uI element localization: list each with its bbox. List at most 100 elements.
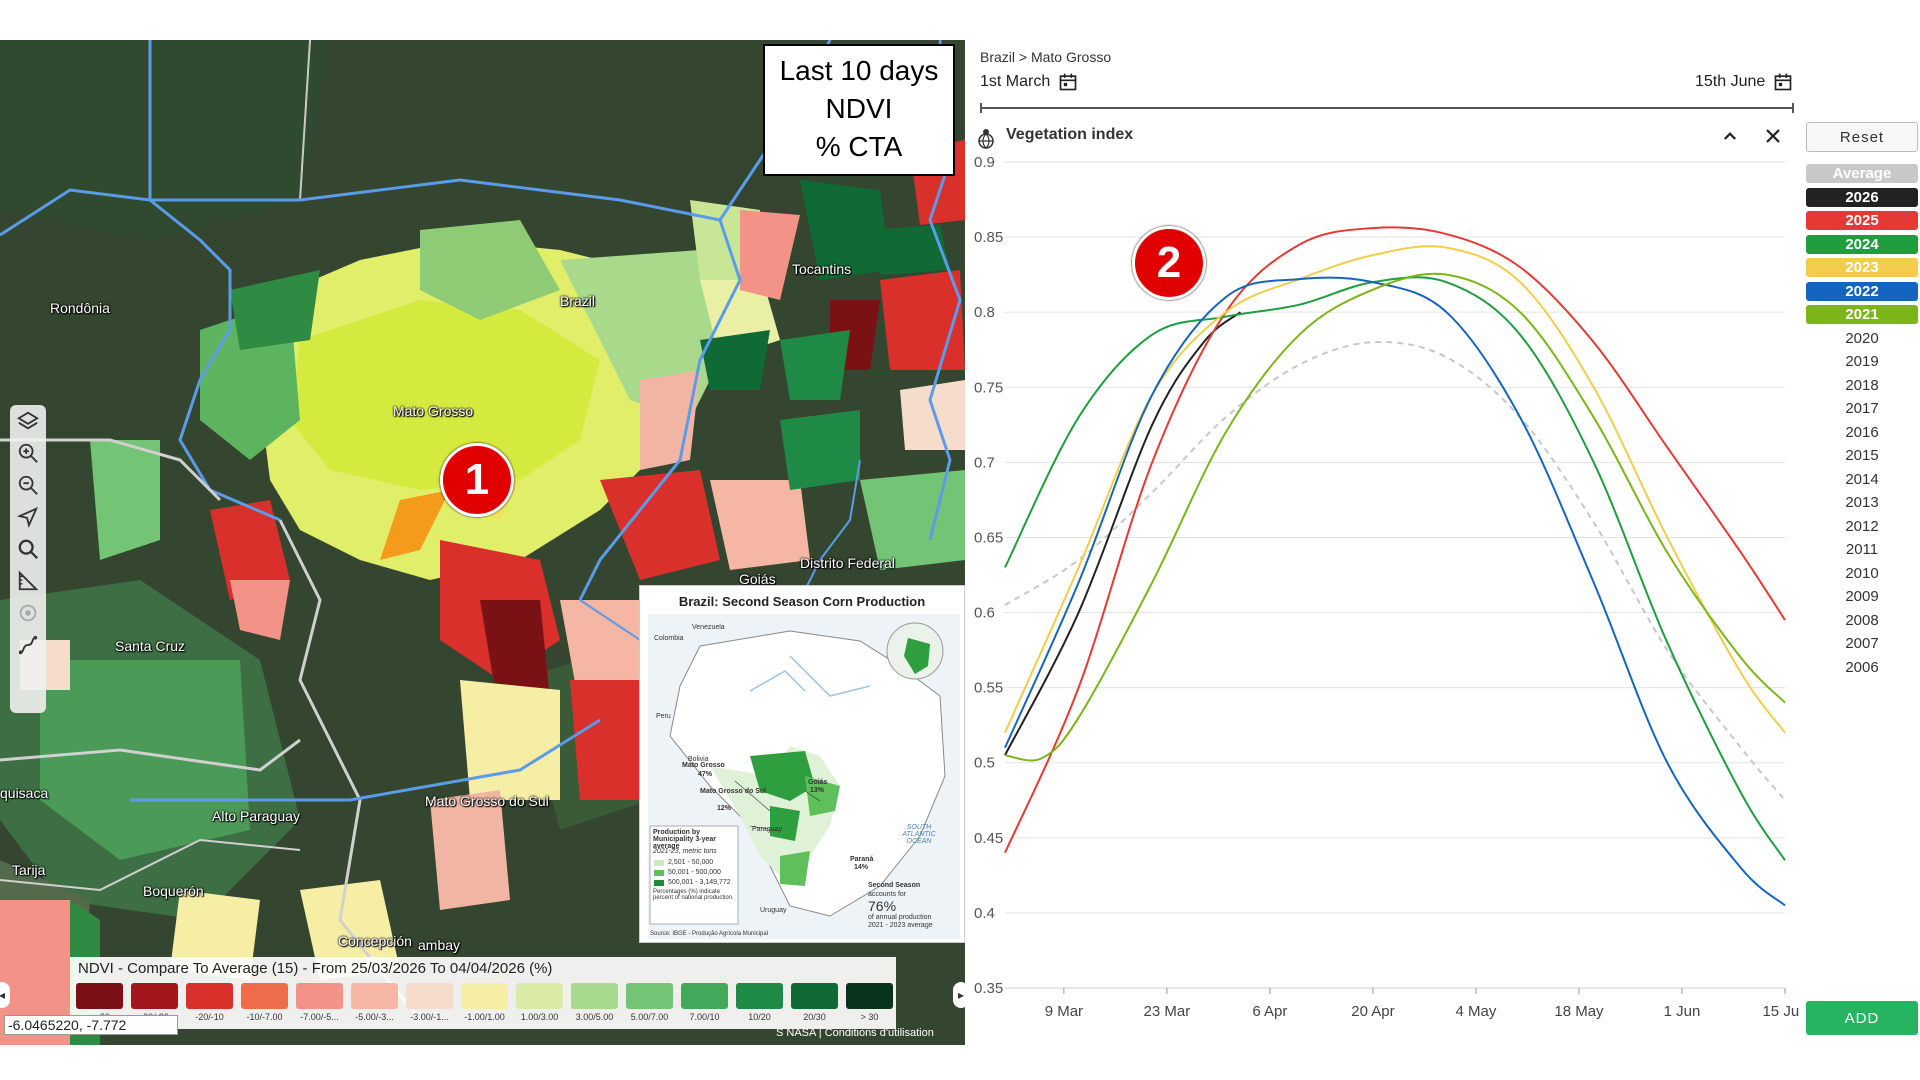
- inset-legend-subtitle: 2021-23, metric tons: [653, 848, 717, 855]
- draw-icon[interactable]: [10, 629, 46, 661]
- year-item-2015[interactable]: 2015: [1845, 447, 1879, 464]
- series-line-2024: [1004, 276, 1786, 861]
- inset-legend-range-1: 2,501 - 50,000: [668, 859, 714, 866]
- y-tick-label: 0.65: [974, 529, 1003, 546]
- chart-title: Vegetation index: [1006, 126, 1134, 143]
- layers-icon[interactable]: [10, 405, 46, 437]
- place-label-santa-cruz: Santa Cruz: [115, 638, 186, 654]
- x-tick-label: 1 Jun: [1664, 1003, 1701, 1020]
- legend-swatch-color: [76, 983, 123, 1009]
- inset-annual-production: of annual production: [868, 914, 932, 921]
- legend-swatch-color: [296, 983, 343, 1009]
- measure-icon[interactable]: [10, 565, 46, 597]
- place-label-tarija: Tarija: [12, 862, 46, 878]
- legend-swatch-color: [736, 983, 783, 1009]
- date-range-slider[interactable]: [980, 103, 1794, 113]
- year-item-2014[interactable]: 2014: [1845, 470, 1879, 488]
- legend-swatch: 20/30: [789, 983, 840, 1022]
- inset-label-ocean: SOUTH ATLANTIC OCEAN: [902, 824, 936, 845]
- legend-swatch-label: 5.00/7.00: [630, 1012, 669, 1022]
- inset-label-peru: Peru: [656, 713, 671, 720]
- place-label-concepcion: Concepción: [338, 933, 412, 949]
- place-label-boqueron: Boquerón: [143, 883, 204, 899]
- year-item-2011[interactable]: 2011: [1845, 541, 1879, 558]
- reset-button[interactable]: Reset: [1806, 122, 1918, 152]
- callout-badge-1: 1: [440, 443, 514, 517]
- inset-accounts-for: accounts for: [868, 891, 907, 898]
- place-label-mato-grosso-do-sul: Mato Grosso do Sul: [425, 793, 549, 809]
- place-label-alto-paraguay: Alto Paraguay: [212, 808, 300, 824]
- place-label-brazil: Brazil: [560, 293, 596, 309]
- locate-icon[interactable]: [10, 501, 46, 533]
- legend-swatch-color: [406, 983, 453, 1009]
- legend-swatch-color: [571, 983, 618, 1009]
- slider-end-handle[interactable]: [1792, 103, 1794, 113]
- map-title-box: Last 10 days NDVI % CTA: [763, 44, 955, 176]
- end-date-field[interactable]: 15th June: [1695, 72, 1793, 92]
- legend-swatch: -3.00/-1...: [404, 983, 455, 1022]
- zoom-out-icon[interactable]: [10, 469, 46, 501]
- y-tick-label: 0.35: [974, 980, 1003, 997]
- calendar-icon[interactable]: [1773, 72, 1793, 92]
- coordinate-readout: -6.0465220, -7.772: [4, 1015, 178, 1035]
- calendar-icon[interactable]: [1058, 72, 1078, 92]
- year-item-2022[interactable]: 2022: [1806, 281, 1918, 301]
- inset-label-paraguay: Paraguay: [752, 826, 782, 833]
- year-item-2012[interactable]: 2012: [1845, 517, 1879, 535]
- year-item-2008[interactable]: 2008: [1845, 611, 1879, 629]
- legend-swatch: 10/20: [734, 983, 785, 1022]
- year-item-2025[interactable]: 2025: [1806, 211, 1918, 230]
- chart-header: Vegetation index: [976, 124, 1794, 154]
- year-item-2017[interactable]: 2017: [1845, 400, 1879, 417]
- map-scroll-left-icon[interactable]: ◂: [0, 982, 10, 1008]
- search-icon[interactable]: [10, 533, 46, 565]
- year-item-2018[interactable]: 2018: [1845, 376, 1879, 394]
- map-canvas[interactable]: [0, 40, 965, 1045]
- legend-swatch-label: -1.00/1.00: [464, 1012, 505, 1022]
- year-item-2013[interactable]: 2013: [1845, 494, 1879, 511]
- map-scroll-right-icon[interactable]: ▸: [953, 982, 965, 1008]
- year-item-2026[interactable]: 2026: [1806, 187, 1918, 207]
- legend-swatch: 3.00/5.00: [569, 983, 620, 1022]
- year-item-2020[interactable]: 2020: [1845, 329, 1879, 347]
- inset-label-goias-pct: 13%: [810, 787, 825, 794]
- start-date-label: 1st March: [980, 73, 1051, 90]
- legend-swatch-color: [791, 983, 838, 1009]
- place-label-rondonia: Rondônia: [50, 300, 110, 316]
- legend-swatch: 1.00/3.00: [514, 983, 565, 1022]
- year-item-2016[interactable]: 2016: [1845, 423, 1879, 441]
- year-item-2023[interactable]: 2023: [1806, 258, 1918, 277]
- x-tick-label: 4 May: [1456, 1003, 1497, 1020]
- legend-swatch-label: -5.00/-3...: [355, 1012, 394, 1022]
- year-item-2010[interactable]: 2010: [1845, 564, 1879, 582]
- legend-swatch-label: -20/-10: [195, 1012, 224, 1022]
- year-item-2021[interactable]: 2021: [1806, 305, 1918, 324]
- collapse-chevron-icon[interactable]: [1721, 127, 1739, 145]
- start-date-field[interactable]: 1st March: [980, 72, 1078, 92]
- year-item-2006[interactable]: 2006: [1845, 658, 1879, 676]
- y-tick-label: 0.6: [974, 605, 995, 622]
- x-tick-label: 23 Mar: [1144, 1003, 1191, 1020]
- zoom-in-icon[interactable]: [10, 437, 46, 469]
- inset-map-drawing: [648, 614, 960, 939]
- slider-track[interactable]: [980, 107, 1794, 109]
- legend-swatch-color: [241, 983, 288, 1009]
- callout-badge-2: 2: [1132, 226, 1206, 300]
- year-item-2019[interactable]: 2019: [1845, 353, 1879, 370]
- legend-swatch-color: [186, 983, 233, 1009]
- year-item-2009[interactable]: 2009: [1845, 588, 1879, 605]
- legend-swatch: -20/-10: [184, 983, 235, 1022]
- legend-swatch: > 30: [844, 983, 895, 1022]
- map-view[interactable]: Rondônia Brazil Tocantins Mato Grosso Sa…: [0, 40, 965, 1045]
- x-tick-label: 6 Apr: [1252, 1003, 1287, 1020]
- place-label-amambay: ambay: [418, 937, 461, 953]
- year-item-average[interactable]: Average: [1806, 164, 1918, 183]
- legend-swatch-color: [846, 983, 893, 1009]
- target-icon[interactable]: [10, 597, 46, 629]
- inset-label-mato-grosso-do-sul-pct: 12%: [717, 805, 732, 812]
- add-button[interactable]: ADD: [1806, 1001, 1918, 1035]
- close-icon[interactable]: [1764, 127, 1782, 145]
- slider-start-handle[interactable]: [980, 103, 982, 113]
- year-item-2007[interactable]: 2007: [1845, 635, 1879, 652]
- year-item-2024[interactable]: 2024: [1806, 234, 1918, 254]
